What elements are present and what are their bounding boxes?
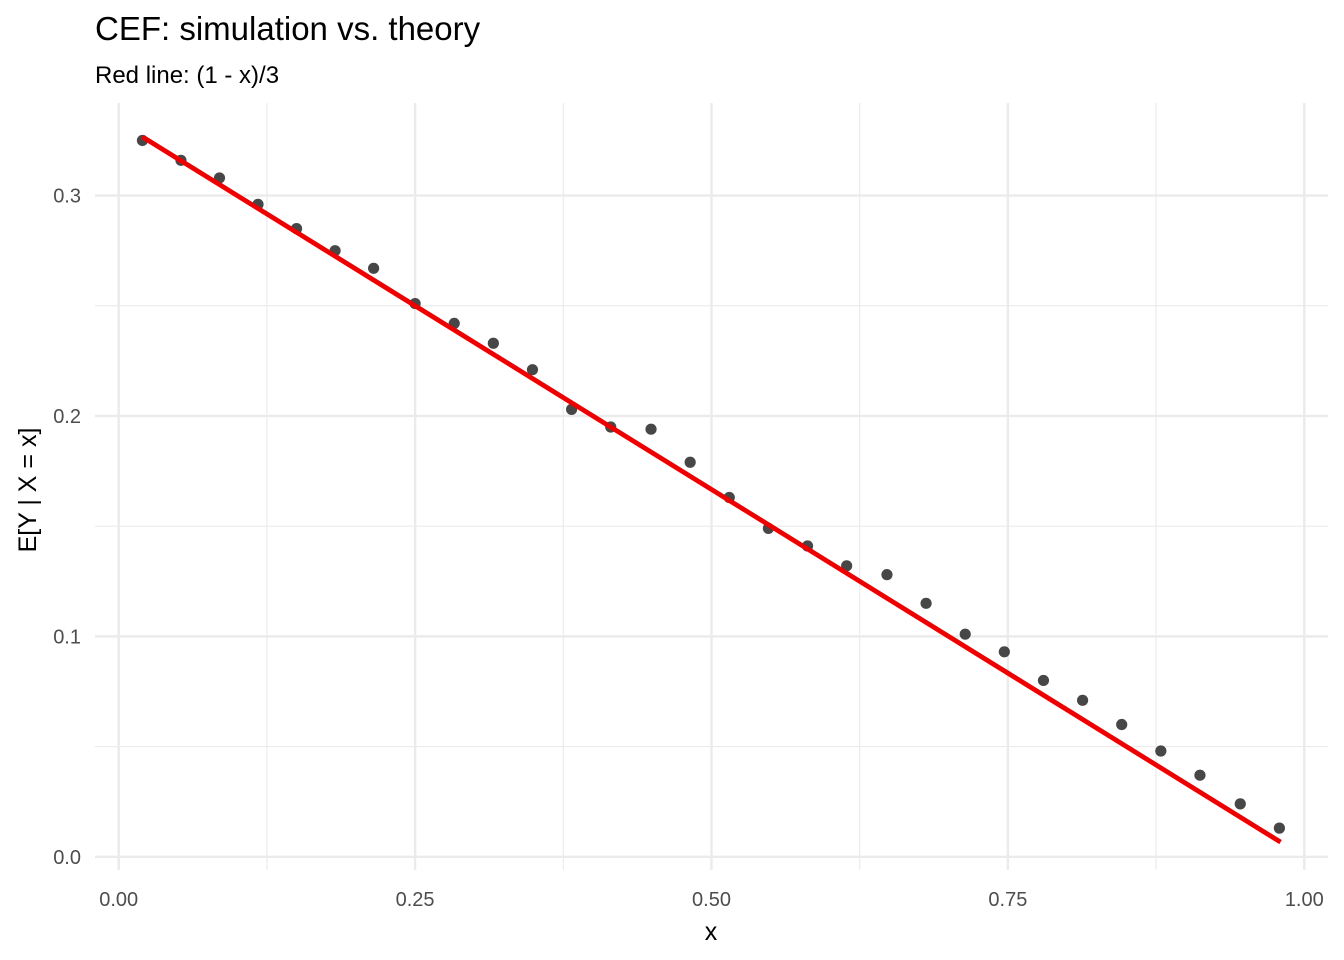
y-tick-label: 0.2	[53, 406, 81, 428]
theory-line	[141, 134, 1282, 845]
data-point	[368, 262, 380, 274]
x-tick-label: 0.00	[99, 889, 138, 911]
data-point	[1155, 745, 1167, 757]
x-tick-label: 1.00	[1285, 889, 1324, 911]
chart-title: CEF: simulation vs. theory	[95, 10, 481, 47]
y-tick-label: 0.0	[53, 847, 81, 869]
data-point	[526, 364, 539, 376]
data-point	[920, 597, 932, 609]
data-point	[1234, 798, 1246, 810]
x-axis-ticks: 0.00 0.25 0.50 0.75 1.00	[99, 889, 1324, 911]
grid	[95, 103, 1328, 870]
x-tick-label: 0.50	[692, 889, 731, 911]
chart-subtitle: Red line: (1 - x)/3	[95, 62, 279, 89]
data-point	[959, 628, 971, 640]
data-point	[645, 423, 657, 435]
y-axis-ticks: 0.0 0.1 0.2 0.3	[53, 186, 81, 869]
data-point	[1116, 718, 1128, 731]
data-point	[998, 646, 1010, 658]
data-points	[136, 134, 1285, 834]
x-tick-label: 0.25	[396, 889, 435, 911]
y-tick-label: 0.3	[53, 186, 81, 208]
x-axis-title: x	[705, 918, 718, 946]
data-point	[684, 456, 696, 468]
data-point	[1273, 822, 1285, 834]
data-point	[1194, 769, 1206, 781]
x-tick-label: 0.75	[988, 889, 1027, 911]
y-tick-label: 0.1	[53, 626, 81, 648]
data-point	[881, 569, 893, 581]
theory-line-group	[141, 134, 1282, 845]
data-point	[487, 337, 499, 349]
y-axis-title: E[Y | X = x]	[14, 428, 42, 553]
data-point	[1076, 694, 1089, 706]
data-point	[1037, 674, 1050, 687]
